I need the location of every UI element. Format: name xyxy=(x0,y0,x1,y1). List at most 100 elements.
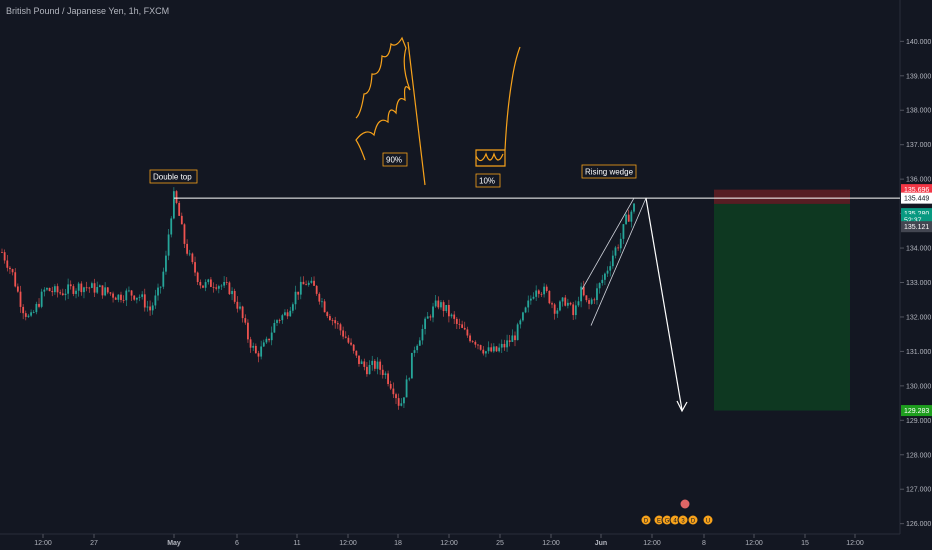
annotation-box[interactable] xyxy=(475,173,501,188)
time-axis[interactable]: 12:00 27 May 6 11 12:00 18 12:00 25 12:00 Jun 12:00… xyxy=(34,534,864,547)
candle-body xyxy=(405,379,408,398)
candle-body xyxy=(477,344,479,346)
candle-body xyxy=(437,300,440,308)
stop-loss-zone[interactable] xyxy=(714,189,850,204)
candle-body xyxy=(291,304,294,311)
candle-body xyxy=(146,306,149,308)
candle-body xyxy=(247,322,249,340)
candle-body xyxy=(77,283,80,291)
price-tag-label: 135.449 xyxy=(904,196,929,203)
candle-body xyxy=(244,318,247,323)
candle-body xyxy=(202,285,204,288)
candle-body xyxy=(503,343,506,348)
event-marker[interactable] xyxy=(687,514,699,526)
candle-body xyxy=(217,286,220,289)
candle-body xyxy=(590,299,593,304)
candle-body xyxy=(249,339,252,348)
event-marker-top[interactable] xyxy=(679,498,691,510)
price-tag-label: 135.121 xyxy=(904,224,929,231)
candle-body xyxy=(593,299,596,301)
candle-body xyxy=(310,280,313,283)
candle-body xyxy=(180,215,183,225)
event-marker[interactable] xyxy=(640,514,652,526)
candle-body xyxy=(196,272,199,283)
orange-sketch-left-drop[interactable] xyxy=(407,41,426,186)
orange-sketch-right-rise[interactable] xyxy=(504,46,521,151)
candle-body xyxy=(109,292,112,294)
event-marker-label: D xyxy=(691,519,696,525)
candle-body xyxy=(56,286,59,293)
take-profit-zone[interactable] xyxy=(714,203,850,411)
drawings[interactable]: Double top 90% 10% Rising wedge xyxy=(149,36,900,413)
wedge-lower-line[interactable] xyxy=(590,197,647,326)
x-tick-label: 12:00 xyxy=(440,540,458,547)
candle-body xyxy=(48,287,51,292)
position-zones[interactable] xyxy=(714,189,850,411)
x-tick-label: 12:00 xyxy=(745,540,763,547)
candle-body xyxy=(67,284,70,294)
candle-body xyxy=(574,305,577,316)
candle-body xyxy=(175,191,178,203)
candle-body xyxy=(487,347,490,352)
candle-body xyxy=(619,238,622,249)
candle-body xyxy=(313,280,315,286)
event-marker-label: 3 xyxy=(681,519,685,525)
projection-arrow-head xyxy=(676,400,688,413)
candle-body xyxy=(450,314,453,317)
candle-body xyxy=(32,312,35,313)
annotation-box[interactable] xyxy=(581,164,637,179)
candle-body xyxy=(318,293,321,302)
annotation-label: 90% xyxy=(386,156,402,165)
candle-body xyxy=(347,337,350,343)
candle-body xyxy=(220,285,223,287)
candle-body xyxy=(360,361,363,364)
annotation-box[interactable] xyxy=(382,152,408,167)
y-tick-label: 136.000 xyxy=(906,177,931,184)
candle-body xyxy=(408,378,411,380)
candle-body xyxy=(6,260,9,268)
candle-body xyxy=(458,323,461,325)
candle-body xyxy=(614,247,617,256)
candle-body xyxy=(577,301,580,306)
candle-body xyxy=(548,290,551,304)
candle-body xyxy=(559,301,561,311)
price-tag-box xyxy=(901,405,932,417)
candle-body xyxy=(358,355,360,364)
candle-body xyxy=(170,218,173,235)
orange-sketch-left[interactable] xyxy=(355,36,411,161)
candle-body xyxy=(286,312,289,317)
y-tick-label: 126.000 xyxy=(906,521,931,528)
candle-body xyxy=(122,299,125,301)
y-tick-label: 133.000 xyxy=(906,280,931,287)
candle-body xyxy=(392,388,395,395)
projection-arrow-line[interactable] xyxy=(645,198,683,411)
candle-body xyxy=(43,289,46,292)
candle-body xyxy=(101,285,104,296)
candle-body xyxy=(212,286,215,288)
candle-body xyxy=(11,269,14,273)
candle-body xyxy=(564,297,567,306)
candle-body xyxy=(434,300,437,307)
candle-body xyxy=(228,282,231,295)
wedge-upper-line[interactable] xyxy=(581,197,635,290)
x-tick-label: 11 xyxy=(293,540,300,547)
candle-body xyxy=(601,279,604,284)
candle-body xyxy=(40,291,43,307)
candles xyxy=(1,187,635,410)
candle-body xyxy=(331,320,334,321)
candle-body xyxy=(598,283,601,289)
event-marker[interactable] xyxy=(702,514,714,526)
candle-body xyxy=(262,342,265,347)
annotation-box[interactable] xyxy=(149,169,198,184)
candle-body xyxy=(51,291,54,293)
candle-body xyxy=(223,282,226,286)
candle-body xyxy=(64,293,67,296)
candle-body xyxy=(154,295,157,306)
y-tick-label: 130.000 xyxy=(906,383,931,390)
candle-body xyxy=(321,301,323,303)
candle-body xyxy=(69,284,72,287)
candle-body xyxy=(326,312,329,317)
candle-body xyxy=(519,320,522,325)
